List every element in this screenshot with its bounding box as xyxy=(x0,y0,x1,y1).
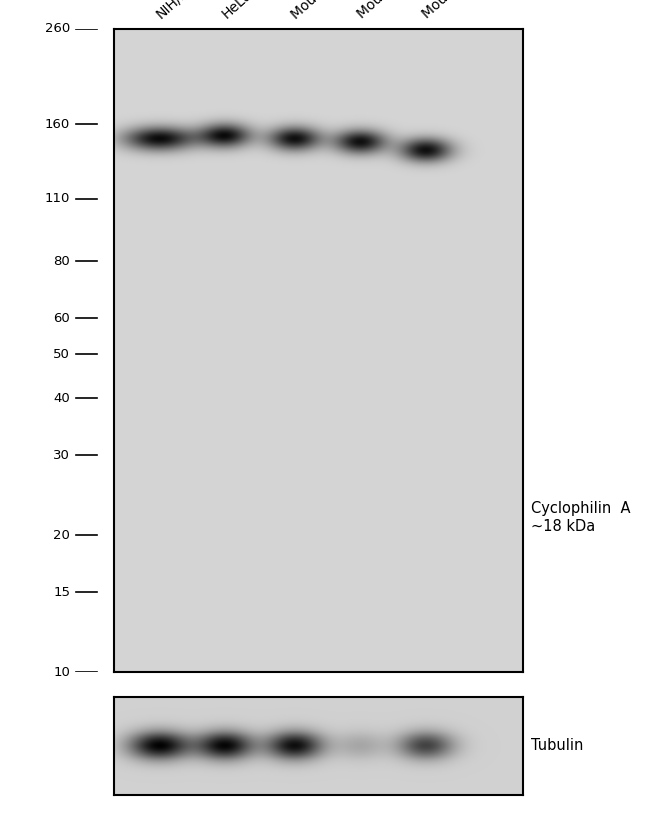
Text: Mouse Stomach: Mouse Stomach xyxy=(420,0,511,21)
Text: 110: 110 xyxy=(45,192,70,205)
Text: 40: 40 xyxy=(53,392,70,405)
Text: Cyclophilin  A
~18 kDa: Cyclophilin A ~18 kDa xyxy=(531,501,630,534)
Text: 10: 10 xyxy=(53,666,70,679)
Text: 60: 60 xyxy=(53,312,70,325)
Text: 15: 15 xyxy=(53,586,70,599)
Text: 20: 20 xyxy=(53,529,70,542)
Text: 50: 50 xyxy=(53,348,70,361)
Text: Mouse Colon: Mouse Colon xyxy=(354,0,430,21)
Text: 30: 30 xyxy=(53,449,70,462)
Text: 260: 260 xyxy=(45,22,70,35)
Text: Mouse Lung: Mouse Lung xyxy=(289,0,360,21)
Text: 80: 80 xyxy=(53,255,70,268)
Text: 160: 160 xyxy=(45,118,70,131)
Text: HeLa: HeLa xyxy=(219,0,255,21)
Text: Tubulin: Tubulin xyxy=(531,738,583,753)
Text: NIH/3T3: NIH/3T3 xyxy=(153,0,204,21)
